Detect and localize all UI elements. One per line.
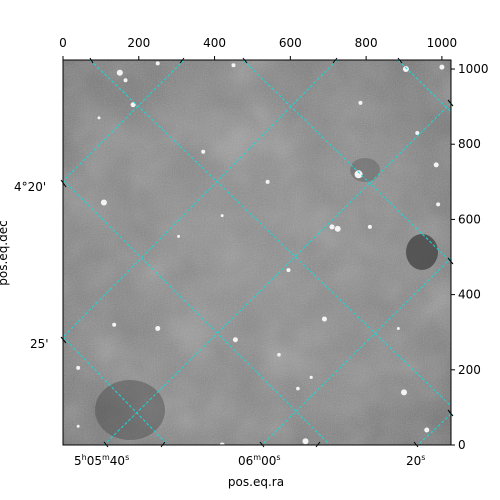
right-tick-label-0: 0 <box>458 438 466 452</box>
grid-line-9 <box>417 413 451 445</box>
star-30 <box>309 375 313 379</box>
star-28 <box>220 214 224 218</box>
top-tick-label-0: 0 <box>59 36 67 50</box>
star-26 <box>231 63 236 68</box>
x-axis-label: pos.eq.ra <box>228 475 284 489</box>
top-tick-label-4: 800 <box>355 36 378 50</box>
top-tick-label-5: 1000 <box>427 36 458 50</box>
grid-line-1 <box>242 60 451 263</box>
star-2 <box>123 78 128 83</box>
star-25 <box>321 316 327 322</box>
star-27 <box>177 234 181 238</box>
star-1 <box>130 102 136 108</box>
star-21 <box>265 179 270 184</box>
star-9 <box>439 64 445 70</box>
star-14 <box>112 322 117 327</box>
star-16 <box>401 389 408 396</box>
star-24 <box>436 202 441 207</box>
star-33 <box>296 386 300 391</box>
star-8 <box>402 66 409 73</box>
sky-image <box>63 60 451 445</box>
top-tick-label-3: 600 <box>279 36 302 50</box>
grid-line-3 <box>63 179 331 445</box>
right-pixel-axis: 0 200 400 600 800 1000 <box>451 62 489 452</box>
right-tick-label-5: 1000 <box>458 62 489 76</box>
star-23 <box>367 224 372 229</box>
star-0 <box>116 69 123 76</box>
stars-layer <box>76 61 445 445</box>
star-4 <box>334 225 341 232</box>
ra-tick-label-2: 20s <box>406 453 425 468</box>
svg-text:20s: 20s <box>406 453 425 468</box>
star-34 <box>396 326 400 330</box>
ra-tick-label-0: 5h05m40s <box>74 453 129 468</box>
star-32 <box>97 116 101 120</box>
star-19 <box>219 442 225 445</box>
star-20 <box>201 149 206 154</box>
top-pixel-axis: 0 200 400 600 800 1000 <box>59 36 457 60</box>
top-tick-label-1: 200 <box>127 36 150 50</box>
right-tick-label-3: 600 <box>458 212 481 226</box>
svg-text:5h05m40s: 5h05m40s <box>74 453 129 468</box>
star-5 <box>329 224 335 230</box>
star-18 <box>302 438 309 445</box>
star-22 <box>286 268 291 273</box>
right-tick-label-4: 800 <box>458 137 481 151</box>
star-3 <box>354 170 363 179</box>
grid-tick-marks <box>60 57 454 448</box>
y-axis-label: pos.eq.dec <box>0 220 10 285</box>
right-tick-label-2: 400 <box>458 288 481 302</box>
grid-line-4 <box>63 336 169 445</box>
star-6 <box>100 199 107 206</box>
star-11 <box>415 130 420 135</box>
grid-line-5 <box>63 60 185 182</box>
grid-line-0 <box>89 60 451 407</box>
coordinate-grid <box>63 60 451 445</box>
dec-tick-label-1: 25' <box>30 337 49 351</box>
star-10 <box>433 162 439 168</box>
ra-tick-label-1: 06m00s <box>238 453 281 468</box>
star-12 <box>358 100 363 105</box>
top-tick-label-2: 400 <box>203 36 226 50</box>
dec-tick-label-0: 4°20' <box>14 180 46 194</box>
star-7 <box>232 337 238 343</box>
grid-line-7 <box>103 102 451 445</box>
star-29 <box>277 352 281 357</box>
star-35 <box>76 424 80 428</box>
grid-line-8 <box>261 257 451 445</box>
plot-frame <box>62 59 452 446</box>
right-tick-label-1: 200 <box>458 363 481 377</box>
star-17 <box>424 427 430 433</box>
star-15 <box>76 365 81 370</box>
star-13 <box>155 325 161 331</box>
svg-text:06m00s: 06m00s <box>238 453 281 468</box>
star-31 <box>155 61 160 66</box>
grid-line-2 <box>397 60 451 113</box>
